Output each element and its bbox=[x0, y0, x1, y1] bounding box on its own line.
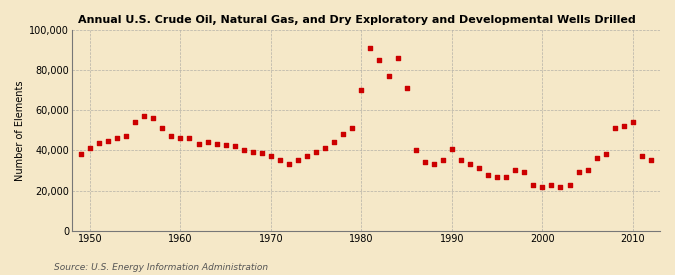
Point bbox=[519, 170, 530, 175]
Point bbox=[365, 46, 376, 50]
Point bbox=[618, 124, 629, 128]
Point bbox=[320, 146, 331, 151]
Point bbox=[645, 158, 656, 163]
Point bbox=[310, 150, 321, 155]
Point bbox=[166, 134, 177, 139]
Y-axis label: Number of Elements: Number of Elements bbox=[15, 80, 25, 181]
Point bbox=[248, 150, 259, 155]
Point bbox=[464, 162, 475, 167]
Point bbox=[275, 158, 286, 163]
Point bbox=[230, 144, 240, 148]
Point bbox=[491, 174, 502, 179]
Point bbox=[139, 114, 150, 119]
Point bbox=[103, 139, 113, 144]
Point bbox=[419, 160, 430, 165]
Point bbox=[610, 126, 620, 131]
Point bbox=[130, 120, 140, 125]
Point bbox=[76, 152, 86, 157]
Point bbox=[175, 136, 186, 141]
Point bbox=[374, 58, 385, 62]
Point bbox=[446, 147, 457, 152]
Point bbox=[148, 116, 159, 120]
Point bbox=[356, 88, 367, 92]
Point bbox=[628, 120, 639, 125]
Point bbox=[256, 151, 267, 156]
Point bbox=[111, 136, 122, 141]
Point bbox=[483, 172, 493, 177]
Point bbox=[347, 126, 358, 131]
Point bbox=[437, 158, 448, 163]
Point bbox=[537, 184, 548, 189]
Point bbox=[238, 148, 249, 153]
Point bbox=[302, 154, 313, 159]
Point bbox=[410, 148, 421, 153]
Text: Annual U.S. Crude Oil, Natural Gas, and Dry Exploratory and Developmental Wells : Annual U.S. Crude Oil, Natural Gas, and … bbox=[78, 15, 635, 25]
Point bbox=[157, 126, 167, 131]
Point bbox=[573, 170, 584, 175]
Point bbox=[193, 142, 204, 147]
Point bbox=[401, 86, 412, 90]
Point bbox=[211, 142, 222, 147]
Point bbox=[429, 162, 439, 167]
Point bbox=[600, 152, 611, 157]
Point bbox=[510, 168, 520, 173]
Point bbox=[265, 154, 276, 159]
Point bbox=[555, 184, 566, 189]
Point bbox=[392, 56, 403, 60]
Point bbox=[501, 174, 512, 179]
Point bbox=[528, 182, 539, 187]
Point bbox=[546, 182, 557, 187]
Point bbox=[583, 168, 593, 173]
Point bbox=[474, 166, 485, 171]
Point bbox=[84, 146, 95, 151]
Point bbox=[338, 132, 349, 137]
Point bbox=[591, 156, 602, 161]
Point bbox=[293, 158, 304, 163]
Point bbox=[184, 136, 195, 141]
Point bbox=[94, 141, 105, 145]
Point bbox=[284, 162, 294, 167]
Point bbox=[202, 140, 213, 145]
Point bbox=[220, 143, 231, 148]
Point bbox=[564, 182, 575, 187]
Point bbox=[383, 74, 394, 78]
Point bbox=[329, 140, 340, 145]
Text: Source: U.S. Energy Information Administration: Source: U.S. Energy Information Administ… bbox=[54, 263, 268, 272]
Point bbox=[121, 134, 132, 139]
Point bbox=[456, 158, 466, 163]
Point bbox=[637, 154, 647, 159]
